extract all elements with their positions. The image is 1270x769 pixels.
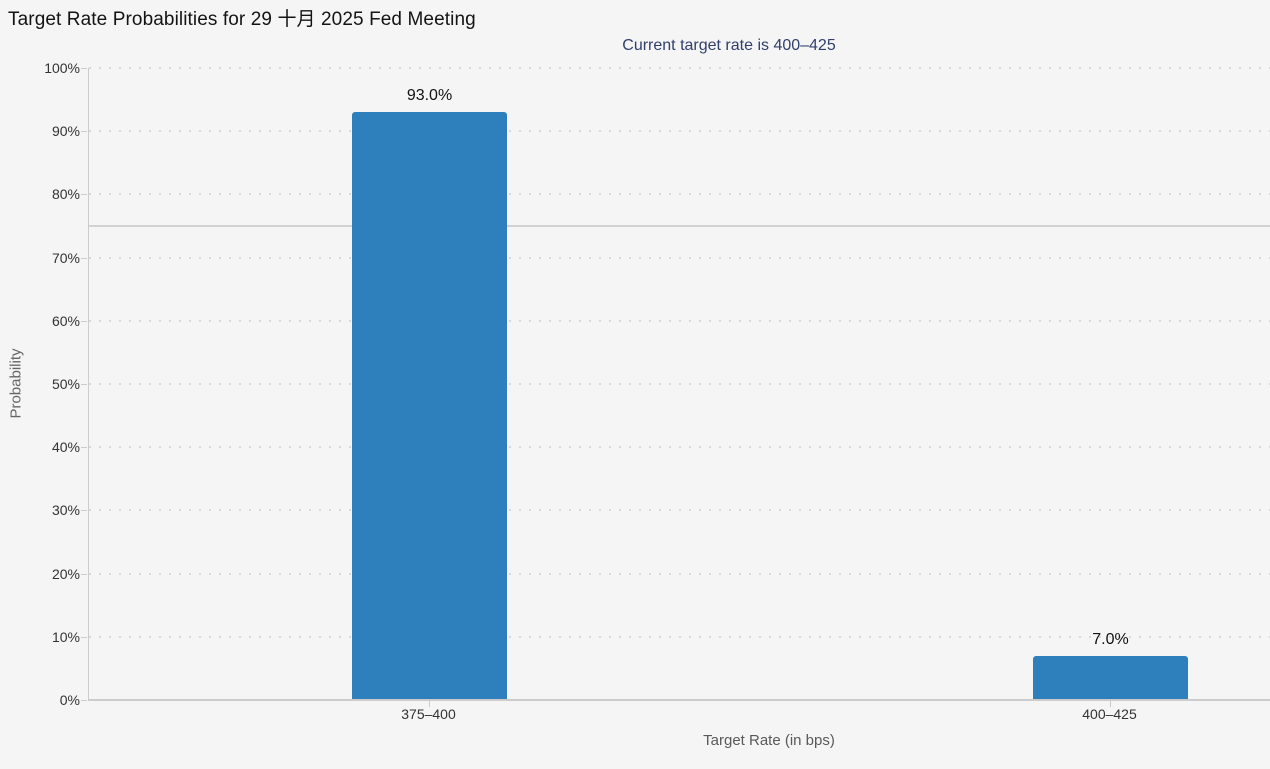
y-tick-label: 30% bbox=[51, 502, 80, 519]
x-tick-mark bbox=[1109, 701, 1111, 707]
y-tick-mark bbox=[81, 573, 87, 575]
y-tick-label: 40% bbox=[51, 439, 80, 456]
y-tick-mark bbox=[81, 320, 87, 322]
y-tick-mark bbox=[81, 636, 87, 638]
y-tick-label: 80% bbox=[51, 186, 80, 203]
gridline-60 bbox=[89, 319, 1270, 322]
y-axis-title: Probability bbox=[7, 348, 25, 419]
reference-line bbox=[89, 225, 1270, 227]
x-tick-label: 400–425 bbox=[1082, 706, 1137, 722]
gridline-40 bbox=[89, 446, 1270, 449]
gridline-100 bbox=[89, 67, 1270, 69]
bar-value-label: 93.0% bbox=[406, 87, 453, 105]
gridline-90 bbox=[89, 130, 1270, 133]
chart-subtitle: Current target rate is 400–425 bbox=[622, 37, 836, 54]
y-tick-mark bbox=[81, 68, 87, 69]
y-tick-label: 50% bbox=[51, 376, 80, 392]
y-tick-label: 100% bbox=[44, 60, 80, 76]
gridline-30 bbox=[89, 509, 1270, 512]
y-tick-label: 10% bbox=[51, 628, 80, 645]
gridline-80 bbox=[89, 193, 1270, 196]
y-tick-label: 20% bbox=[51, 565, 80, 582]
gridline-50 bbox=[89, 383, 1270, 385]
chart-title: Target Rate Probabilities for 29 十月 2025… bbox=[8, 9, 476, 30]
y-tick-mark bbox=[81, 700, 87, 701]
y-tick-mark bbox=[81, 384, 87, 385]
plot-area: 93.0% 7.0% bbox=[88, 67, 1270, 700]
y-tick-mark bbox=[81, 257, 87, 259]
y-tick-label: 70% bbox=[51, 249, 80, 266]
bar-400-425[interactable] bbox=[1033, 655, 1188, 700]
gridline-20 bbox=[89, 572, 1270, 575]
y-tick-label: 60% bbox=[51, 312, 80, 329]
x-axis-title: Target Rate (in bps) bbox=[703, 732, 835, 749]
y-tick-mark bbox=[81, 510, 87, 512]
y-tick-mark bbox=[81, 447, 87, 449]
y-tick-label: 90% bbox=[51, 123, 80, 140]
x-tick-label: 375–400 bbox=[401, 706, 456, 722]
gridline-70 bbox=[89, 256, 1270, 259]
y-tick-mark bbox=[81, 194, 87, 196]
bar-375-400[interactable] bbox=[352, 112, 507, 700]
bar-value-label: 7.0% bbox=[1092, 630, 1129, 648]
gridline-10 bbox=[89, 635, 1270, 638]
y-tick-mark bbox=[81, 131, 87, 133]
x-axis-line bbox=[88, 699, 1270, 701]
y-tick-label: 0% bbox=[59, 692, 80, 708]
x-tick-mark bbox=[428, 701, 430, 707]
